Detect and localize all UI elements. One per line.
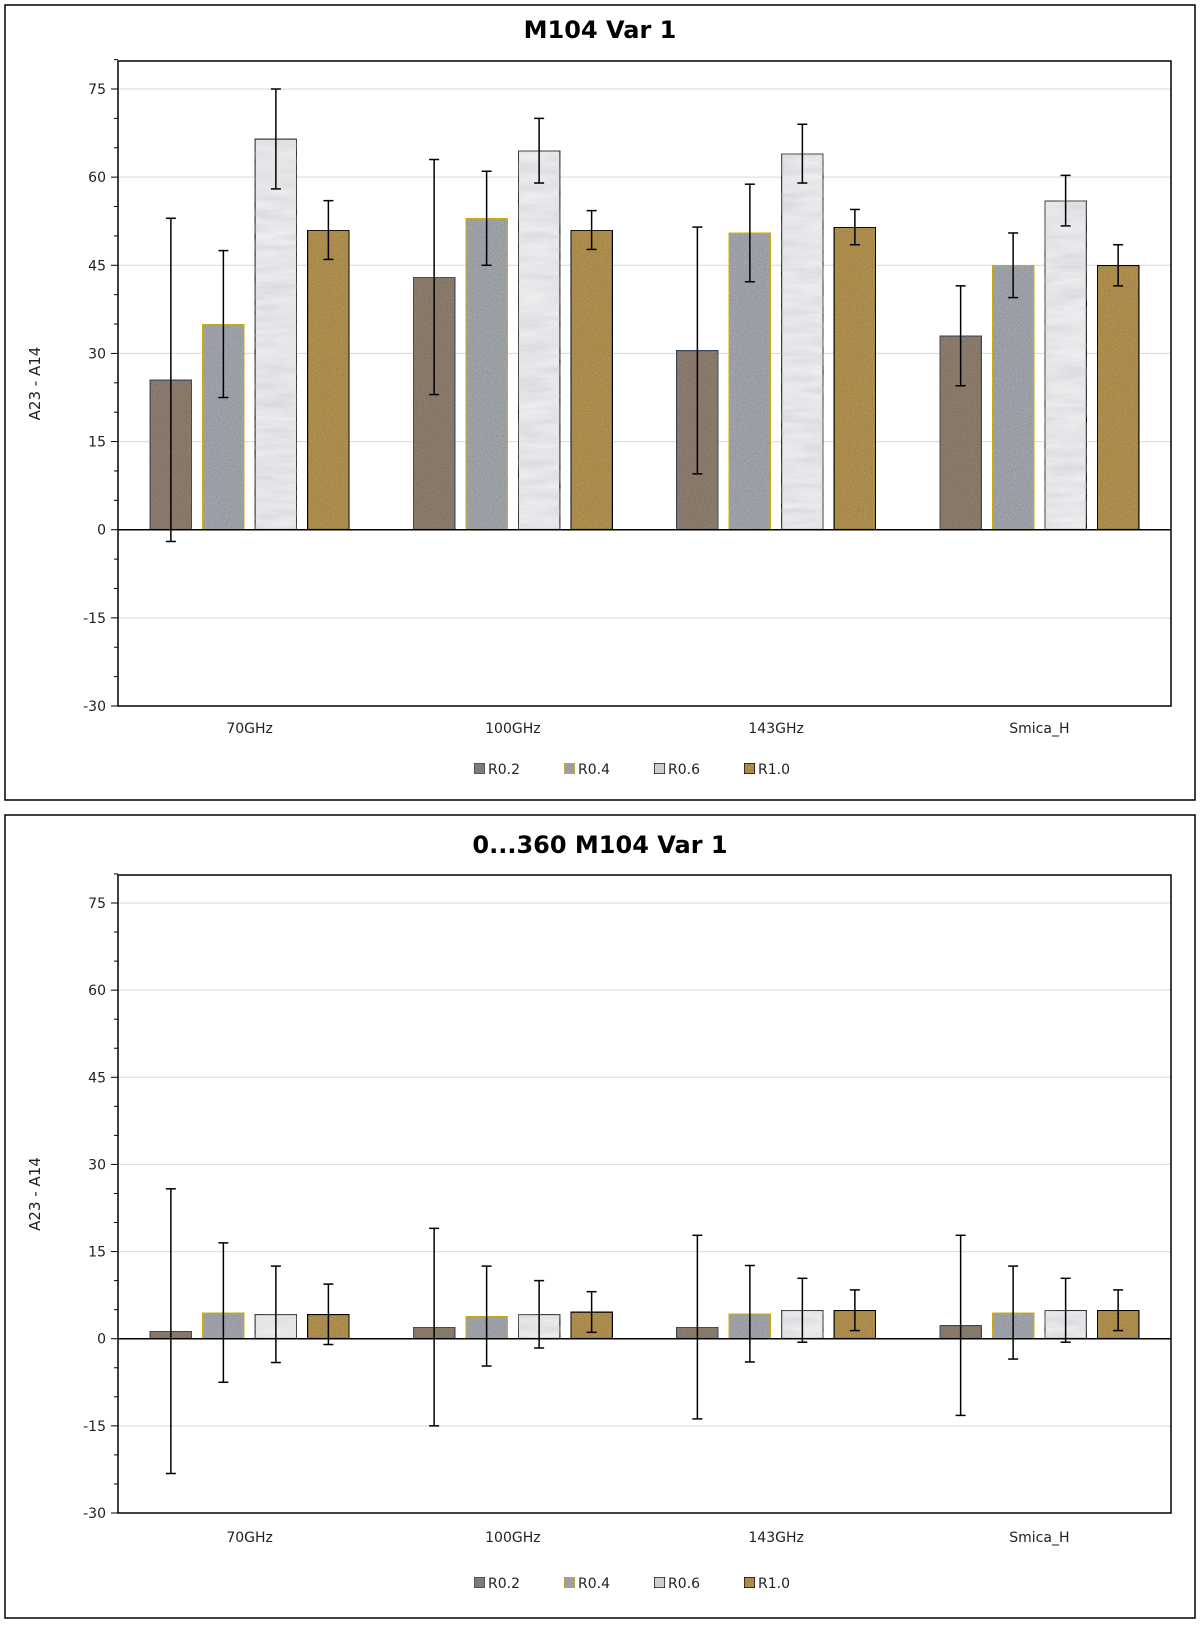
y-tick-label: -30 (83, 1506, 106, 1522)
legend-label: R0.6 (668, 1576, 700, 1592)
y-axis-label: A23 - A14 (26, 1157, 44, 1231)
bar-R04-100GHz (464, 217, 509, 531)
chart-top: M104 Var 1 -30 -15 0 15 30 45 60 75 A23 - A14 70GH… (4, 4, 1196, 801)
legend-swatch-R10 (743, 1576, 756, 1589)
y-tick-label: -15 (83, 1419, 106, 1435)
bar-R06-100GHz (517, 149, 561, 531)
x-tick-label: Smica_H (1009, 1530, 1069, 1546)
y-axis-label: A23 - A14 (26, 347, 44, 421)
y-tick-label: 30 (88, 1157, 106, 1173)
x-tick-label: 70GHz (226, 1530, 273, 1546)
y-tick-label: 75 (88, 82, 106, 98)
legend-label: R0.2 (488, 762, 520, 778)
chart-title: M104 Var 1 (524, 16, 677, 44)
legend-swatch-R02 (473, 1576, 486, 1589)
bar-R06-143GHz (780, 152, 825, 531)
legend-label: R1.0 (758, 1576, 790, 1592)
x-tick-label: 100GHz (485, 1530, 540, 1546)
legend-label: R0.6 (668, 762, 700, 778)
bar-R10-70GHz (306, 229, 351, 531)
chart-frame (4, 814, 1196, 1619)
y-tick-label: 75 (88, 896, 106, 912)
legend-label: R0.2 (488, 1576, 520, 1592)
y-tick-label: 45 (88, 258, 106, 274)
bar-R10-Smica_H (1096, 264, 1140, 531)
legend-label: R1.0 (758, 762, 790, 778)
plot-area (117, 874, 1172, 1514)
y-tick-label: 0 (97, 1332, 106, 1348)
legend-swatch-R06 (653, 762, 666, 775)
y-tick-label: -15 (83, 611, 106, 627)
chart-bottom: 0...360 M104 Var 1 -30 -15 0 15 30 45 60 75 A23 -… (4, 814, 1196, 1619)
legend-label: R0.4 (578, 1576, 610, 1592)
bar-R06-Smica_H (1043, 199, 1088, 531)
legend-swatch-R06 (653, 1576, 666, 1589)
y-tick-label: -30 (83, 699, 106, 715)
bar-R10-143GHz (833, 226, 877, 531)
x-tick-label: Smica_H (1009, 721, 1069, 737)
chart-title: 0...360 M104 Var 1 (472, 831, 727, 859)
y-tick-label: 0 (97, 523, 106, 539)
x-tick-label: 100GHz (485, 721, 540, 737)
y-tick-label: 15 (88, 1245, 106, 1261)
legend-swatch-R10 (743, 762, 756, 775)
x-tick-label: 143GHz (748, 721, 803, 737)
legend-label: R0.4 (578, 762, 610, 778)
y-tick-label: 45 (88, 1070, 106, 1086)
y-tick-label: 60 (88, 983, 106, 999)
x-tick-label: 143GHz (748, 1530, 803, 1546)
plot-area (117, 60, 1172, 707)
bar-R06-70GHz (254, 138, 298, 531)
x-tick-label: 70GHz (226, 721, 273, 737)
legend-swatch-R04 (563, 762, 576, 775)
y-tick-label: 30 (88, 346, 106, 362)
bar-R10-100GHz (569, 229, 614, 531)
bar-R04-Smica_H (991, 264, 1035, 531)
legend-swatch-R04 (563, 1576, 576, 1589)
legend-swatch-R02 (473, 762, 486, 775)
y-tick-label: 15 (88, 435, 106, 451)
y-tick-label: 60 (88, 170, 106, 186)
